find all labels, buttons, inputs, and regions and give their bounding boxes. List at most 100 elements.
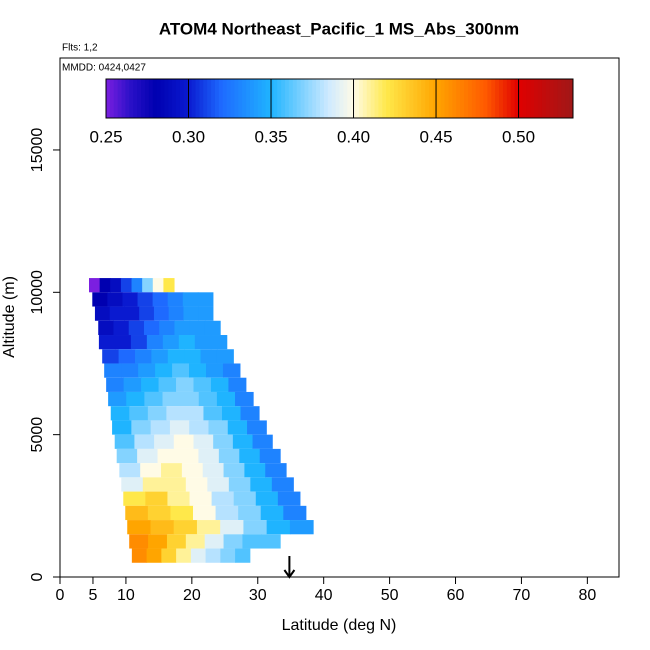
colorbar-swatch bbox=[187, 79, 193, 118]
curtain-cell bbox=[145, 491, 168, 506]
curtain-cell bbox=[223, 463, 245, 478]
curtain-cell bbox=[148, 534, 168, 549]
colorbar-swatch bbox=[417, 79, 422, 118]
x-tick-label: 10 bbox=[117, 587, 135, 604]
curtain-cell bbox=[131, 548, 148, 563]
curtain-cell bbox=[127, 520, 151, 535]
colorbar-swatch bbox=[226, 79, 232, 118]
curtain-cell bbox=[216, 391, 236, 407]
curtain-cell bbox=[211, 491, 235, 506]
curtain-cell bbox=[161, 548, 177, 563]
colorbar-tick-label: 0.40 bbox=[337, 127, 370, 146]
curtain-cell bbox=[167, 349, 185, 364]
curtain-cell bbox=[202, 463, 225, 478]
curtain-cell bbox=[194, 335, 212, 350]
colorbar-swatch bbox=[164, 79, 169, 118]
colorbar-swatch bbox=[133, 79, 138, 118]
colorbar-swatch bbox=[510, 79, 516, 118]
x-axis-label: Latitude (deg N) bbox=[282, 617, 397, 634]
colorbar-swatch bbox=[390, 79, 395, 118]
colorbar-swatch bbox=[393, 79, 399, 118]
colorbar-swatch bbox=[331, 79, 337, 118]
colorbar-swatch bbox=[281, 79, 286, 118]
colorbar-swatch bbox=[491, 79, 496, 118]
curtain-cell bbox=[198, 306, 214, 321]
curtain-cell bbox=[137, 448, 159, 464]
curtain-cell bbox=[107, 292, 123, 307]
y-tick-label: 0 bbox=[29, 572, 46, 581]
curtain-cell bbox=[210, 377, 229, 392]
curtain-cell bbox=[233, 491, 257, 506]
colorbar-swatch bbox=[152, 79, 158, 118]
colorbar-swatch bbox=[320, 79, 325, 118]
colorbar-swatch bbox=[370, 79, 376, 118]
curtain-cell bbox=[141, 377, 160, 392]
curtain-cell bbox=[139, 306, 155, 321]
colorbar-swatch bbox=[230, 79, 235, 118]
curtain-cell bbox=[110, 278, 122, 293]
curtain-cell bbox=[150, 420, 171, 435]
colorbar-swatch bbox=[386, 79, 391, 118]
curtain-cell bbox=[104, 363, 122, 378]
colorbar-swatch bbox=[156, 79, 161, 118]
curtain-cell bbox=[153, 306, 170, 321]
curtain-cell bbox=[173, 434, 194, 449]
curtain-cell bbox=[157, 448, 179, 464]
curtain-cell bbox=[205, 548, 221, 563]
colorbar-swatch bbox=[141, 79, 146, 118]
curtain-cell bbox=[207, 477, 230, 492]
curtain-cell bbox=[239, 448, 261, 464]
colorbar-swatch bbox=[269, 79, 274, 118]
curtain-cell bbox=[277, 491, 301, 506]
curtain-cell bbox=[238, 505, 262, 521]
curtain-cell bbox=[102, 349, 120, 364]
curtain-cell bbox=[189, 420, 209, 435]
curtain-cell bbox=[184, 349, 202, 364]
colorbar-swatch bbox=[429, 79, 434, 118]
curtain-cell bbox=[143, 320, 160, 336]
curtain-cell bbox=[197, 292, 214, 307]
curtain-cell bbox=[183, 306, 199, 321]
colorbar-swatch bbox=[261, 79, 267, 118]
colorbar-swatch bbox=[526, 79, 531, 118]
curtain-cell bbox=[181, 463, 204, 478]
colorbar-swatch bbox=[339, 79, 344, 118]
colorbar-swatch bbox=[312, 79, 317, 118]
curtain-cell bbox=[176, 548, 192, 563]
curtain-cell bbox=[204, 320, 221, 336]
colorbar-swatch bbox=[382, 79, 387, 118]
curtain-cell bbox=[129, 534, 149, 549]
curtain-cell bbox=[163, 278, 175, 293]
y-axis-label: Altitude (m) bbox=[1, 276, 18, 358]
colorbar-swatch bbox=[273, 79, 278, 118]
colorbar-swatch bbox=[537, 79, 543, 118]
curtain-cell bbox=[119, 463, 141, 478]
curtain-cell bbox=[131, 420, 152, 435]
curtain-cell bbox=[235, 548, 251, 563]
curtain-cell bbox=[259, 448, 281, 464]
curtain-cell bbox=[170, 505, 194, 521]
curtain-cell bbox=[113, 320, 130, 336]
colorbar-tick-label: 0.30 bbox=[172, 127, 205, 146]
colorbar-swatch bbox=[168, 79, 173, 118]
curtain-cell bbox=[185, 534, 206, 549]
colorbar-tick-label: 0.45 bbox=[419, 127, 452, 146]
curtain-cell bbox=[266, 520, 291, 535]
curtain-cell bbox=[167, 292, 184, 307]
colorbar-swatch bbox=[121, 79, 126, 118]
colorbar-swatch bbox=[304, 79, 309, 118]
curtain-cell bbox=[120, 278, 133, 293]
curtain-cell bbox=[144, 391, 164, 407]
colorbar-swatch bbox=[518, 79, 523, 118]
curtain-cell bbox=[158, 377, 177, 392]
curtain-cell bbox=[182, 292, 199, 307]
colorbar-swatch bbox=[277, 79, 282, 118]
curtain-cell bbox=[116, 448, 138, 464]
curtain-cell bbox=[265, 463, 287, 478]
colorbar-swatch bbox=[358, 79, 364, 118]
colorbar-swatch bbox=[343, 79, 348, 118]
colorbar-swatch bbox=[253, 79, 259, 118]
curtain-cell bbox=[227, 420, 248, 435]
curtain-cell bbox=[221, 406, 242, 421]
curtain-cell bbox=[184, 406, 204, 421]
